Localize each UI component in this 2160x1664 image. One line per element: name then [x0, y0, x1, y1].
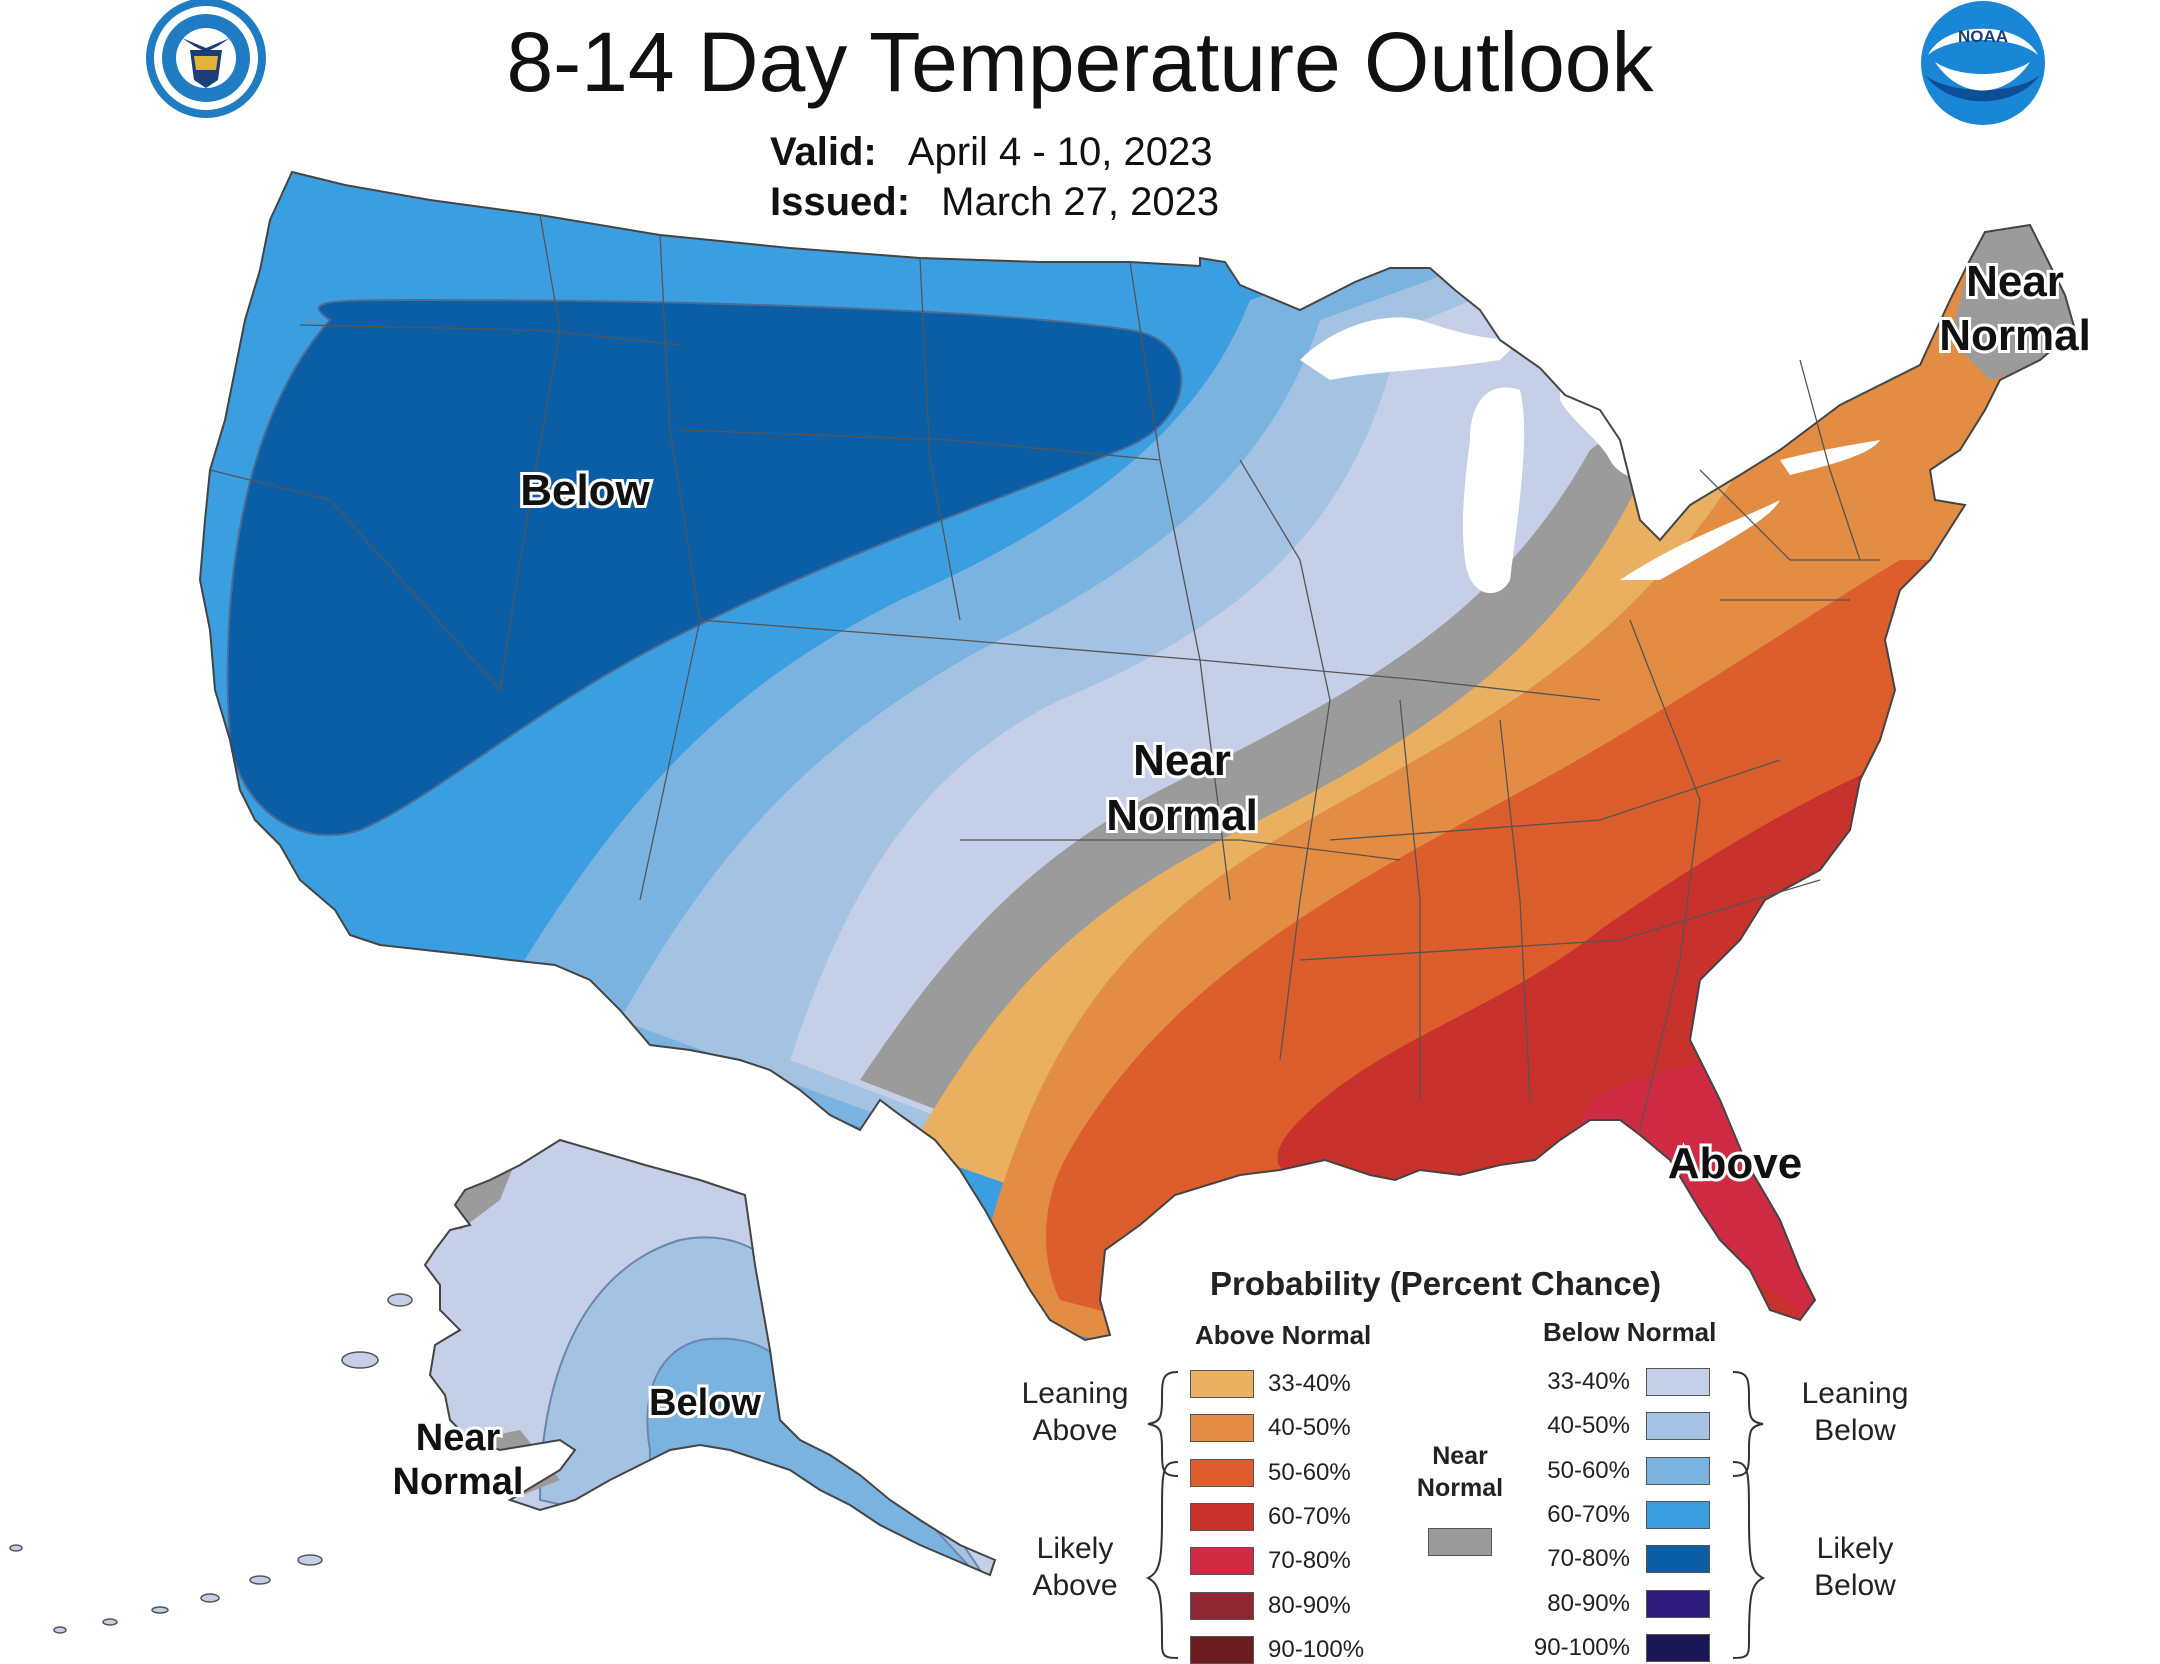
legend-below-swatch — [1646, 1500, 1710, 1529]
legend-leaning-below-line2: Below — [1814, 1414, 1896, 1447]
legend-above-range-label: 60-70% — [1268, 1502, 1351, 1530]
legend-near-normal-line2: Normal — [1416, 1474, 1504, 1502]
legend-below-range-label: 60-70% — [1547, 1500, 1630, 1528]
legend-below-row: 40-50% — [1530, 1412, 1710, 1441]
legend-below-row: 90-100% — [1530, 1633, 1710, 1662]
legend-above-swatch — [1190, 1414, 1254, 1443]
legend-below-range-label: 40-50% — [1547, 1412, 1630, 1440]
region-label-west-below: Below — [520, 466, 650, 515]
legend-below-row: 80-90% — [1530, 1589, 1710, 1618]
legend-likely-above: Likely Above — [1010, 1530, 1140, 1604]
legend-leaning-below-line1: Leaning — [1801, 1377, 1909, 1410]
region-label-alaska-normal: Normal — [393, 1461, 524, 1503]
conus-outline — [198, 170, 2077, 1342]
legend-above-row: 90-100% — [1190, 1635, 1365, 1664]
legend-below-swatch — [1646, 1412, 1710, 1441]
legend-near-normal: Near Normal — [1400, 1440, 1520, 1504]
legend-above-swatch — [1190, 1502, 1254, 1531]
issued-value: March 27, 2023 — [941, 180, 1220, 224]
legend-above-range-label: 70-80% — [1268, 1547, 1351, 1575]
legend-below-range-label: 50-60% — [1547, 1456, 1630, 1484]
legend-likely-below: Likely Below — [1780, 1530, 1930, 1604]
legend-below-range-label: 70-80% — [1547, 1545, 1630, 1573]
region-label-alaska-below: Below — [649, 1382, 761, 1424]
legend-leaning-above-line2: Above — [1032, 1414, 1118, 1447]
region-label-alaska-near: Near — [416, 1417, 501, 1459]
legend-above-swatch — [1190, 1591, 1254, 1620]
legend-leaning-above: Leaning Above — [1010, 1375, 1140, 1449]
legend-below-range-label: 33-40% — [1547, 1368, 1630, 1395]
legend-likely-below-line2: Below — [1814, 1569, 1896, 1602]
legend-above-header: Above Normal — [1195, 1320, 1372, 1350]
legend-below-swatch — [1646, 1589, 1710, 1618]
legend-above-swatch — [1190, 1370, 1254, 1398]
valid-row: Valid: April 4 - 10, 2023 — [770, 130, 1212, 175]
legend-near-normal-swatch — [1428, 1528, 1492, 1556]
legend-leaning-below: Leaning Below — [1780, 1375, 1930, 1449]
legend-below-header: Below Normal — [1543, 1317, 1717, 1347]
legend-title: Probability (Percent Chance) — [1210, 1265, 1662, 1302]
legend-below-range-label: 90-100% — [1533, 1633, 1630, 1661]
region-label-southeast-above: Above — [1668, 1139, 1802, 1188]
legend-above-row: 33-40% — [1190, 1370, 1351, 1398]
legend-above-range-label: 50-60% — [1268, 1458, 1351, 1486]
legend-below-swatch — [1646, 1633, 1710, 1662]
legend-above-row: 50-60% — [1190, 1458, 1351, 1487]
aleutian-islands — [9, 1293, 413, 1634]
noaa-logo-text: NOAA — [1958, 27, 2008, 46]
legend-below-range-label: 80-90% — [1547, 1589, 1630, 1617]
legend-likely-above-line1: Likely — [1036, 1532, 1114, 1565]
legend-below-row: 50-60% — [1530, 1456, 1710, 1485]
legend-above-range-label: 90-100% — [1268, 1635, 1365, 1663]
legend-likely-above-line2: Above — [1032, 1569, 1118, 1602]
legend-leaning-above-line1: Leaning — [1021, 1377, 1129, 1410]
valid-value: April 4 - 10, 2023 — [907, 130, 1213, 174]
region-label-northeast-normal: Normal — [1939, 311, 2091, 360]
legend-below-row: 33-40% — [1530, 1368, 1710, 1396]
legend-below-row: 60-70% — [1530, 1500, 1710, 1529]
legend-above-row: 80-90% — [1190, 1591, 1351, 1620]
commerce-seal-icon — [146, 0, 266, 118]
noaa-logo-icon: NOAA — [1921, 1, 2045, 125]
legend-above-swatch — [1190, 1547, 1254, 1576]
alaska-outline — [423, 1138, 997, 1577]
region-label-northeast-near: Near — [1966, 257, 2064, 306]
issued-row: Issued: March 27, 2023 — [770, 180, 1219, 225]
legend-below-swatch — [1646, 1368, 1710, 1396]
legend-above-swatch — [1190, 1635, 1254, 1664]
legend-above-swatch — [1190, 1458, 1254, 1487]
issued-label: Issued: — [770, 180, 911, 224]
map-title: 8-14 Day Temperature Outlook — [506, 15, 1654, 109]
legend-above-row: 40-50% — [1190, 1414, 1351, 1443]
legend-below-swatch — [1646, 1545, 1710, 1574]
legend-above-range-label: 40-50% — [1268, 1414, 1351, 1442]
legend-near-normal-line1: Near — [1432, 1442, 1488, 1470]
region-label-central-normal: Normal — [1106, 791, 1258, 840]
state-borders — [209, 214, 1880, 1131]
legend-below-row: 70-80% — [1530, 1545, 1710, 1574]
region-label-central-near: Near — [1133, 736, 1231, 785]
legend-above-row: 60-70% — [1190, 1502, 1351, 1531]
legend-above-row: 70-80% — [1190, 1547, 1351, 1576]
legend-above-range-label: 80-90% — [1268, 1591, 1351, 1619]
legend-likely-below-line1: Likely — [1816, 1532, 1894, 1565]
valid-label: Valid: — [770, 130, 877, 174]
legend-above-range-label: 33-40% — [1268, 1370, 1351, 1397]
legend-below-swatch — [1646, 1456, 1710, 1485]
